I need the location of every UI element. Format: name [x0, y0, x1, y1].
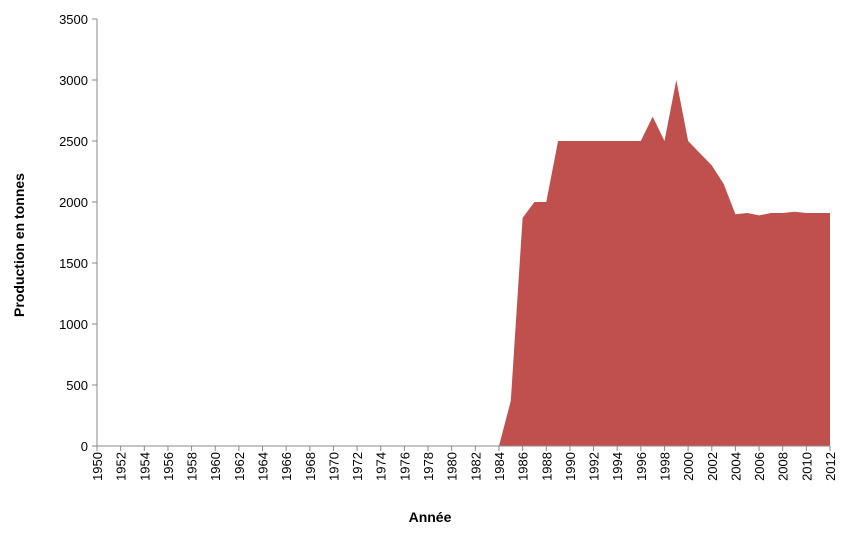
x-tick-label: 2006 [752, 452, 767, 481]
y-tick-label: 2500 [59, 134, 88, 149]
y-axis-title: Production en tonnes [11, 173, 27, 317]
x-tick-label: 1958 [185, 452, 200, 481]
x-tick-label: 1978 [421, 452, 436, 481]
x-tick-label: 1998 [657, 452, 672, 481]
x-tick-label: 1960 [208, 452, 223, 481]
y-tick-label: 500 [66, 378, 88, 393]
x-tick-label: 1954 [137, 452, 152, 481]
x-tick-label: 2000 [681, 452, 696, 481]
x-tick-label: 2008 [776, 452, 791, 481]
x-tick-label: 1990 [563, 452, 578, 481]
x-tick-label: 2004 [728, 452, 743, 481]
x-tick-label: 1984 [492, 452, 507, 481]
x-tick-label: 2010 [799, 452, 814, 481]
x-tick-label: 1966 [279, 452, 294, 481]
x-tick-label: 1982 [468, 452, 483, 481]
y-tick-label: 0 [81, 439, 88, 454]
y-tick-label: 3000 [59, 73, 88, 88]
x-tick-label: 1992 [587, 452, 602, 481]
x-tick-label: 1956 [161, 452, 176, 481]
x-tick-label: 1980 [445, 452, 460, 481]
y-tick-label: 3500 [59, 12, 88, 27]
x-tick-label: 2012 [823, 452, 838, 481]
x-tick-label: 1976 [397, 452, 412, 481]
x-axis-title: Année [409, 509, 452, 525]
y-tick-label: 1000 [59, 317, 88, 332]
x-tick-label: 1970 [326, 452, 341, 481]
x-tick-label: 1972 [350, 452, 365, 481]
x-tick-label: 1952 [114, 452, 129, 481]
y-tick-label: 2000 [59, 195, 88, 210]
x-tick-label: 1962 [232, 452, 247, 481]
x-tick-label: 1964 [256, 452, 271, 481]
x-tick-label: 1950 [90, 452, 105, 481]
x-tick-label: 1986 [516, 452, 531, 481]
x-tick-label: 1968 [303, 452, 318, 481]
x-tick-label: 1974 [374, 452, 389, 481]
x-tick-label: 1988 [539, 452, 554, 481]
x-tick-label: 1994 [610, 452, 625, 481]
y-tick-label: 1500 [59, 256, 88, 271]
x-tick-label: 2002 [705, 452, 720, 481]
area [97, 80, 830, 446]
x-tick-label: 1996 [634, 452, 649, 481]
